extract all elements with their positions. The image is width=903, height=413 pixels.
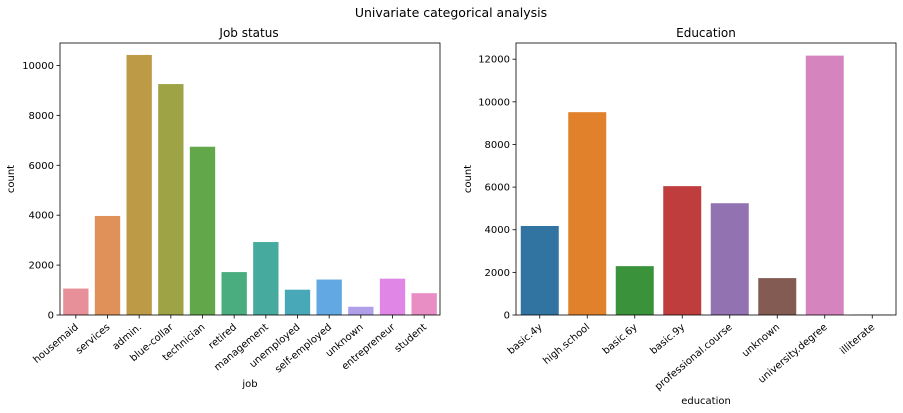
- education-y-tick-label: 8000: [485, 140, 510, 151]
- education-bar-basic-6y: [615, 266, 654, 315]
- education-x-tick-label: unknown: [740, 322, 782, 360]
- education-axes-frame: [515, 42, 897, 316]
- job-y-tick-label: 8000: [29, 111, 54, 122]
- job-x-tick-label: housemaid: [31, 322, 80, 366]
- education-x-tick-label: illiterate: [838, 322, 877, 357]
- job-bar-technician: [189, 146, 216, 315]
- job-y-axis: 0 2000 4000 6000 8000 10000: [22, 61, 60, 322]
- job-bar-unemployed: [284, 289, 311, 315]
- job-y-tick-label: 6000: [29, 161, 54, 172]
- job-x-tick-label: services: [74, 322, 113, 357]
- education-y-tick-label: 0: [504, 311, 510, 322]
- education-y-tick-label: 10000: [478, 97, 510, 108]
- education-bar-professional-course: [710, 203, 749, 315]
- job-y-tick-label: 2000: [29, 261, 54, 272]
- education-bar-unknown: [758, 278, 797, 315]
- education-y-axis-label: count: [463, 165, 474, 193]
- job-bar-services: [94, 215, 121, 315]
- education-y-tick-label: 4000: [485, 225, 510, 236]
- job-bar-management: [253, 242, 279, 315]
- job-y-tick-label: 10000: [22, 61, 54, 72]
- education-x-tick-label: basic.4y: [506, 322, 545, 357]
- job-x-axis-label: job: [241, 379, 257, 390]
- education-x-tick-label: professional.course: [653, 322, 735, 393]
- job-bar-entrepreneur: [379, 278, 406, 315]
- job-bar-retired: [221, 272, 247, 315]
- job-bar-student: [411, 293, 437, 315]
- job-y-tick-label: 0: [48, 311, 54, 322]
- job-x-tick-label: management: [212, 322, 270, 374]
- education-x-tick-label: high.school: [541, 322, 592, 367]
- job-chart-title: Job status: [218, 26, 278, 40]
- education-bar-basic-9y: [663, 186, 702, 315]
- job-bar-blue-collar: [158, 84, 184, 315]
- education-x-axis-label: education: [681, 396, 731, 407]
- job-y-axis-label: count: [6, 165, 17, 193]
- education-y-axis: 0 2000 4000 6000 8000 10000 12000: [478, 55, 516, 322]
- figure-suptitle: Univariate categorical analysis: [355, 5, 547, 20]
- job-bar-unknown: [348, 306, 374, 315]
- education-chart-title: Education: [676, 26, 736, 40]
- education-y-tick-label: 12000: [478, 55, 510, 66]
- education-bar-high-school: [568, 112, 607, 315]
- job-x-tick-label: student: [393, 322, 429, 355]
- education-bars: [520, 55, 892, 315]
- job-bar-admin: [126, 54, 152, 316]
- job-x-axis: housemaidservicesadmin.blue-collartechni…: [31, 315, 429, 375]
- job-bars: [63, 54, 437, 316]
- education-chart: Education 0 2000 4000 6000 8000 10000 12000 ba…: [463, 26, 897, 407]
- education-y-tick-label: 6000: [485, 183, 510, 194]
- job-x-tick-label: self-employed: [273, 322, 334, 376]
- education-bar-university-degree: [805, 55, 844, 315]
- job-bar-housemaid: [63, 288, 89, 315]
- education-bar-basic-4y: [520, 225, 559, 315]
- job-y-tick-label: 4000: [29, 211, 54, 222]
- job-status-chart: Job status 0 2000 4000 6000 8000 10000 housem…: [6, 26, 441, 390]
- job-bar-self-employed: [316, 279, 342, 315]
- education-x-tick-label: basic.6y: [601, 322, 640, 357]
- education-y-tick-label: 2000: [485, 268, 510, 279]
- job-axes-frame: [59, 42, 441, 316]
- education-x-tick-label: basic.9y: [648, 322, 687, 357]
